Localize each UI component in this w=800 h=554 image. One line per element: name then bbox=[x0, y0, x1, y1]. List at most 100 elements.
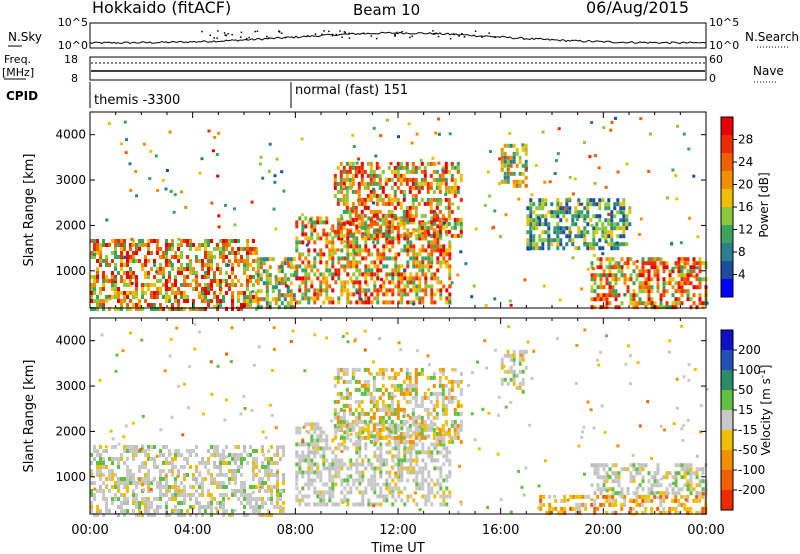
echo-cell bbox=[180, 255, 183, 259]
echo-cell bbox=[671, 305, 675, 310]
echo-cell bbox=[150, 267, 153, 271]
echo-cell bbox=[391, 220, 395, 225]
echo-cell bbox=[343, 494, 347, 499]
echo-cell bbox=[342, 435, 346, 440]
echo-cell bbox=[432, 391, 436, 396]
echo-cell-sparse bbox=[272, 207, 276, 211]
echo-cell bbox=[385, 244, 389, 249]
echo-cell bbox=[177, 469, 180, 473]
nsearch-dot bbox=[314, 33, 317, 35]
echo-cell bbox=[604, 234, 608, 239]
nsearch-dot bbox=[488, 32, 490, 34]
echo-cell bbox=[632, 491, 636, 496]
echo-cell bbox=[159, 485, 162, 489]
echo-cell bbox=[360, 233, 364, 238]
echo-cell bbox=[427, 240, 431, 245]
echo-cell bbox=[313, 296, 317, 301]
echo-cell-sparse bbox=[607, 474, 611, 478]
echo-cell-sparse bbox=[624, 362, 628, 366]
echo-cell bbox=[129, 307, 132, 311]
echo-cell bbox=[171, 287, 174, 291]
echo-cell bbox=[430, 260, 434, 265]
echo-cell bbox=[216, 465, 219, 469]
echo-cell bbox=[417, 233, 421, 238]
echo-cell bbox=[282, 489, 285, 493]
echo-cell bbox=[316, 252, 320, 257]
echo-cell bbox=[195, 287, 198, 291]
echo-cell bbox=[231, 295, 234, 299]
echo-cell bbox=[611, 502, 615, 507]
echo-cell bbox=[213, 453, 216, 457]
echo-cell bbox=[442, 462, 446, 467]
echo-cell bbox=[231, 489, 234, 493]
echo-cell bbox=[390, 435, 394, 440]
echo-cell bbox=[126, 291, 129, 295]
echo-cell bbox=[444, 189, 448, 194]
echo-cell bbox=[336, 367, 340, 372]
echo-cell-sparse bbox=[389, 162, 393, 166]
echo-cell bbox=[415, 236, 419, 241]
echo-cell bbox=[225, 485, 228, 489]
echo-cell bbox=[198, 493, 201, 497]
echo-cell bbox=[577, 210, 581, 215]
echo-cell bbox=[186, 509, 189, 513]
echo-cell-sparse bbox=[111, 437, 115, 441]
echo-cell bbox=[289, 257, 293, 262]
echo-cell bbox=[346, 280, 350, 285]
echo-cell bbox=[596, 494, 600, 499]
echo-cell bbox=[521, 353, 525, 358]
echo-cell bbox=[301, 252, 305, 257]
echo-cell bbox=[616, 234, 620, 239]
echo-cell bbox=[237, 239, 240, 243]
echo-cell bbox=[345, 161, 349, 166]
echo-cell bbox=[345, 193, 349, 198]
echo-cell-sparse bbox=[151, 479, 155, 483]
echo-cell bbox=[396, 221, 400, 226]
echo-cell bbox=[656, 305, 660, 310]
echo-cell bbox=[255, 501, 258, 505]
echo-cell bbox=[358, 272, 362, 277]
echo-cell bbox=[322, 276, 326, 281]
echo-cell-sparse bbox=[274, 426, 278, 430]
echo-cell bbox=[301, 292, 305, 297]
echo-cell bbox=[171, 465, 174, 469]
echo-cell bbox=[342, 197, 346, 202]
echo-cell bbox=[692, 471, 696, 476]
echo-cell bbox=[426, 185, 430, 190]
echo-cell bbox=[123, 283, 126, 287]
echo-cell bbox=[123, 279, 126, 283]
echo-cell-sparse bbox=[581, 430, 585, 434]
echo-cell bbox=[433, 244, 437, 249]
echo-cell-sparse bbox=[358, 481, 362, 485]
echo-cell bbox=[319, 280, 323, 285]
echo-cell bbox=[301, 494, 305, 499]
echo-cell bbox=[559, 242, 563, 247]
echo-cell bbox=[117, 465, 120, 469]
echo-cell bbox=[521, 163, 525, 168]
echo-cell bbox=[450, 395, 454, 400]
echo-cell bbox=[432, 403, 436, 408]
echo-cell bbox=[277, 269, 281, 274]
nsearch-dot bbox=[494, 36, 496, 38]
echo-cell bbox=[524, 183, 528, 188]
echo-cell bbox=[111, 295, 114, 299]
echo-cell bbox=[521, 179, 525, 184]
echo-cell bbox=[601, 226, 605, 231]
echo-cell bbox=[442, 446, 446, 451]
nsearch-dot bbox=[339, 30, 341, 32]
echo-cell bbox=[430, 422, 434, 427]
echo-cell bbox=[252, 449, 255, 453]
echo-cell bbox=[605, 281, 609, 286]
echo-cell bbox=[270, 469, 273, 473]
echo-cell bbox=[692, 261, 696, 266]
echo-cell bbox=[111, 457, 114, 461]
echo-cell bbox=[336, 375, 340, 380]
echo-cell bbox=[387, 209, 391, 214]
echo-cell bbox=[662, 261, 666, 266]
echo-cell-sparse bbox=[588, 155, 592, 159]
echo-cell bbox=[683, 289, 687, 294]
echo-cell bbox=[310, 426, 314, 431]
echo-cell bbox=[336, 181, 340, 186]
echo-cell bbox=[423, 177, 427, 182]
echo-cell bbox=[604, 202, 608, 207]
